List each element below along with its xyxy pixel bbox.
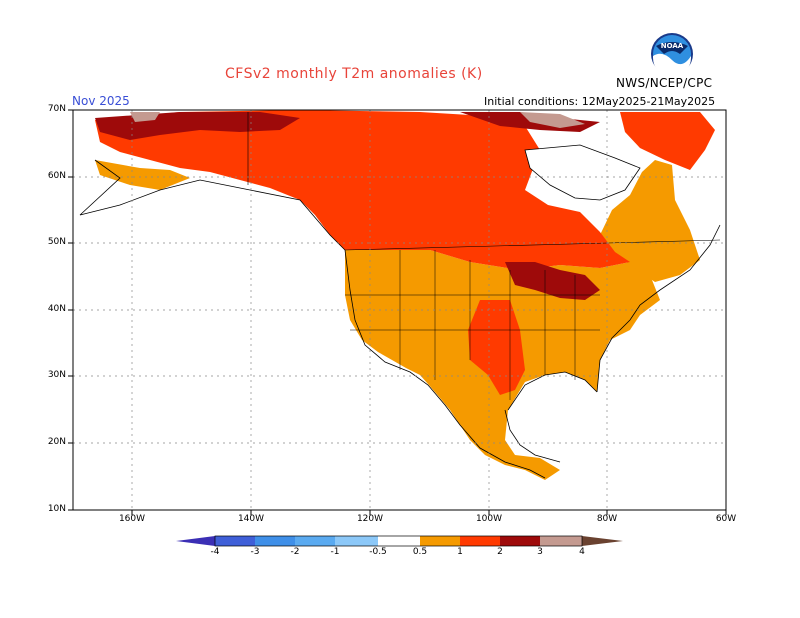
lon-label-120w: 120W: [356, 514, 384, 524]
anomaly-region-great-lakes: [505, 262, 600, 300]
lat-label-10n: 10N: [47, 504, 66, 514]
colorbar-label-plus4: 4: [579, 547, 585, 557]
initial-conditions-label: Initial conditions: 12May2025-21May2025: [484, 95, 716, 108]
logo-text: NOAA: [661, 42, 684, 50]
colorbar-cell-minus4: [215, 536, 255, 546]
lon-label-60w: 60W: [715, 514, 737, 524]
colorbar-label-plus05: 0.5: [412, 547, 428, 557]
lat-label-20n: 20N: [47, 437, 66, 447]
colorbar-label-minus05: -0.5: [369, 547, 387, 557]
coastlines: [79, 112, 721, 479]
anomaly-shading: [95, 110, 715, 480]
colorbar-label-plus2: 2: [497, 547, 503, 557]
colorbar-cell-lt-minus4: [176, 536, 215, 546]
colorbar-label-plus1: 1: [457, 547, 463, 557]
lat-label-50n: 50N: [47, 237, 66, 247]
anomaly-region-alaska-rim: [95, 160, 190, 190]
lat-label-40n: 40N: [47, 304, 66, 314]
colorbar-label-minus1: -1: [330, 547, 340, 557]
lat-label-70n: 70N: [47, 104, 66, 114]
colorbar-cell-plus3: [540, 536, 582, 546]
colorbar-label-minus2: -2: [290, 547, 300, 557]
hudson-bay-white: [525, 145, 640, 200]
colorbar: [176, 535, 623, 547]
colorbar-cell-plus1: [460, 536, 500, 546]
colorbar-cell-neutral: [378, 536, 420, 546]
colorbar-label-minus4: -4: [210, 547, 220, 557]
lon-label-80w: 80W: [596, 514, 618, 524]
colorbar-cell-minus3: [255, 536, 295, 546]
lat-label-30n: 30N: [47, 370, 66, 380]
colorbar-cell-minus2: [295, 536, 335, 546]
noaa-logo-icon: NOAA: [651, 33, 693, 76]
anomaly-region-greenland: [620, 112, 715, 170]
graticule: [73, 110, 726, 510]
lon-label-160w: 160W: [118, 514, 146, 524]
colorbar-cell-gt-plus4: [582, 536, 623, 546]
colorbar-cell-plus05: [420, 536, 460, 546]
anomaly-region-canada: [95, 110, 630, 270]
anomaly-region-east-canada: [600, 160, 700, 282]
colorbar-cell-minus1: [335, 536, 378, 546]
lon-label-100w: 100W: [475, 514, 503, 524]
chart-title: CFSv2 monthly T2m anomalies (K): [225, 66, 483, 82]
axis-ticks: [68, 109, 727, 515]
colorbar-label-minus3: -3: [250, 547, 260, 557]
anomaly-region-south-plains: [468, 300, 525, 395]
lon-label-140w: 140W: [237, 514, 265, 524]
colorbar-cell-plus2: [500, 536, 540, 546]
colorbar-label-plus3: 3: [537, 547, 543, 557]
anomaly-region-extreme: [130, 112, 585, 128]
valid-month-label: Nov 2025: [72, 94, 130, 108]
agency-label: NWS/NCEP/CPC: [616, 76, 713, 90]
lat-label-60n: 60N: [47, 171, 66, 181]
